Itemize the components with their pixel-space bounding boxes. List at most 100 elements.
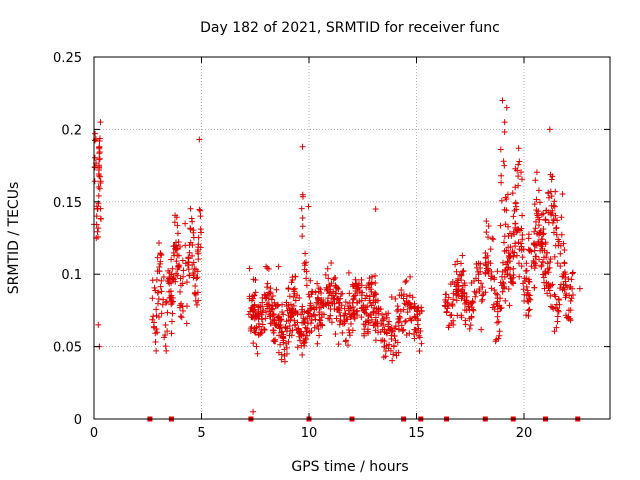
data-point [259, 329, 266, 336]
data-point [309, 289, 316, 296]
data-point [365, 312, 372, 319]
data-point [527, 296, 534, 303]
data-point [528, 263, 535, 270]
data-point [497, 146, 504, 153]
data-point [158, 310, 165, 317]
data-point [303, 275, 310, 282]
data-point [523, 260, 530, 267]
data-point [167, 294, 174, 301]
data-point [149, 277, 156, 284]
data-point [292, 321, 299, 328]
data-point [346, 299, 353, 306]
data-point [513, 203, 520, 210]
data-point [263, 309, 270, 316]
data-point [305, 203, 312, 210]
grid-lines [94, 57, 610, 419]
data-point [197, 207, 204, 214]
data-point [538, 211, 545, 218]
data-point [442, 296, 449, 303]
data-point [492, 290, 499, 297]
data-point [398, 322, 405, 329]
data-point [542, 239, 549, 246]
data-point [479, 292, 486, 299]
data-point [499, 97, 506, 104]
data-point [549, 281, 556, 288]
data-point [345, 269, 352, 276]
data-point [509, 190, 516, 197]
data-point [160, 296, 167, 303]
data-point [292, 297, 299, 304]
data-point [173, 214, 180, 221]
data-point [330, 296, 337, 303]
data-point [328, 299, 335, 306]
data-point [299, 233, 306, 240]
data-point [540, 274, 547, 281]
data-point [379, 337, 386, 344]
data-point [452, 261, 459, 268]
data-point [501, 129, 508, 136]
data-point [177, 313, 184, 320]
data-point [314, 280, 321, 287]
data-point [338, 290, 345, 297]
data-point [399, 328, 406, 335]
data-point [498, 273, 505, 280]
data-point [515, 145, 522, 152]
data-point [194, 247, 201, 254]
data-point [518, 263, 525, 270]
data-point [545, 219, 552, 226]
data-point [555, 297, 562, 304]
data-point [390, 342, 397, 349]
data-point [395, 325, 402, 332]
data-point [459, 286, 466, 293]
data-point [302, 250, 309, 257]
data-point [548, 202, 555, 209]
data-point [536, 256, 543, 263]
data-point [547, 209, 554, 216]
data-point [291, 285, 298, 292]
data-point [92, 130, 99, 137]
data-point [490, 301, 497, 308]
data-point [162, 321, 169, 328]
data-point [186, 242, 193, 249]
data-point [322, 271, 329, 278]
data-point [249, 295, 256, 302]
data-point [540, 230, 547, 237]
data-point [165, 278, 172, 285]
data-point [303, 282, 310, 289]
data-point [494, 268, 501, 275]
data-point [497, 305, 504, 312]
data-point [531, 265, 538, 272]
data-point [303, 328, 310, 335]
data-point [558, 214, 565, 221]
data-point [483, 218, 490, 225]
data-point [504, 258, 511, 265]
data-point [349, 327, 356, 334]
data-point [93, 213, 100, 220]
data-point [94, 233, 101, 240]
data-point [527, 247, 534, 254]
data-point [530, 259, 537, 266]
data-point [379, 317, 386, 324]
data-point [393, 352, 400, 359]
data-point [307, 320, 314, 327]
data-point [495, 335, 502, 342]
data-point [494, 313, 501, 320]
data-point [558, 231, 565, 238]
data-point [381, 343, 388, 350]
data-point [535, 208, 542, 215]
data-point [312, 316, 319, 323]
data-point [373, 305, 380, 312]
data-point [167, 288, 174, 295]
data-point [185, 266, 192, 273]
data-point [311, 306, 318, 313]
data-point [180, 267, 187, 274]
data-point [286, 332, 293, 339]
data-point [168, 271, 175, 278]
data-point [562, 278, 569, 285]
data-point [153, 325, 160, 332]
data-point [317, 321, 324, 328]
data-point [184, 262, 191, 269]
data-point [506, 302, 513, 309]
data-point [389, 357, 396, 364]
data-point [512, 184, 519, 191]
